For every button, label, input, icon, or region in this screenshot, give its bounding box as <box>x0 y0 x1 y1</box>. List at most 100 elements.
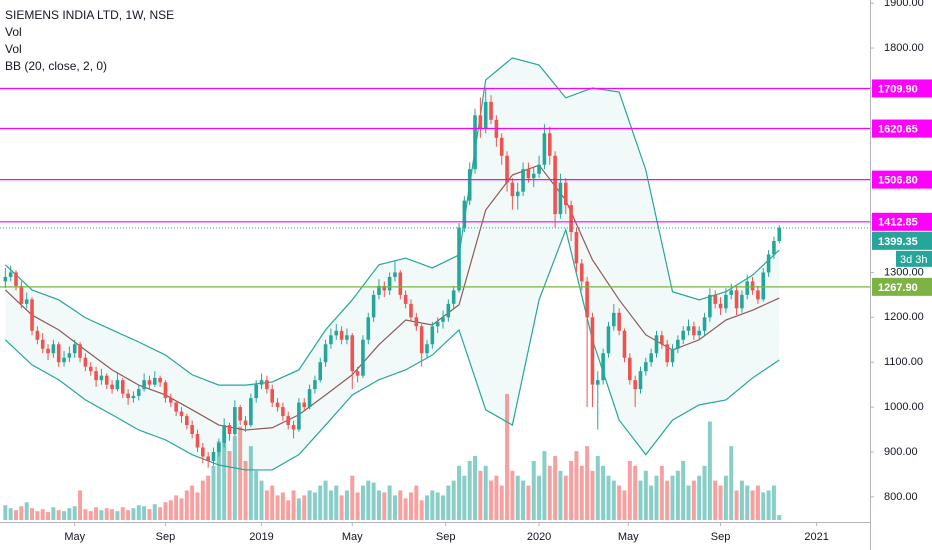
candle-body <box>152 377 157 385</box>
volume-bar <box>206 475 211 520</box>
volume-bar <box>72 506 77 520</box>
candle-body <box>291 425 296 430</box>
level-label: 1412.85 <box>878 217 918 229</box>
candle-body <box>382 285 387 291</box>
candle-body <box>590 317 595 385</box>
volume-bar <box>366 480 371 520</box>
volume-bar <box>398 490 403 520</box>
band-lower <box>4 227 780 471</box>
volume-bar <box>771 485 776 520</box>
volume-bar <box>435 492 440 520</box>
volume-bar <box>745 485 750 520</box>
x-tick-label: Sep <box>436 531 456 543</box>
volume-bar <box>280 492 285 520</box>
volume-bar <box>339 495 344 520</box>
candle-body <box>692 326 696 336</box>
volume-bar <box>296 498 301 520</box>
candle-body <box>243 420 248 426</box>
volume-bar <box>734 490 739 520</box>
volume-bar <box>563 475 568 520</box>
candle-body <box>345 335 349 340</box>
volume-bar <box>136 505 141 520</box>
candle-body <box>644 362 648 372</box>
candle-body <box>595 380 600 385</box>
candle-body <box>249 398 253 426</box>
volume-bar <box>617 485 622 520</box>
volume-bar <box>542 451 547 520</box>
volume-bar <box>35 511 40 520</box>
candle-body <box>702 317 707 331</box>
volume-bar <box>227 451 232 520</box>
volume-bar <box>387 485 392 520</box>
volume-bar <box>702 465 707 520</box>
x-tick-label: 2021 <box>804 531 828 543</box>
volume-bar <box>654 475 659 520</box>
level-label-box <box>872 119 932 138</box>
candle-body <box>419 326 424 354</box>
volume-bar <box>110 509 115 520</box>
candle-body <box>676 339 680 349</box>
volume-bar <box>104 508 109 520</box>
candle-body <box>126 393 130 399</box>
candle-body <box>654 335 659 354</box>
volume-bar <box>633 465 638 520</box>
candle-body <box>120 380 125 394</box>
volume-bar <box>142 506 147 520</box>
volume-bar <box>499 485 504 520</box>
volume-bar <box>195 492 200 520</box>
y-tick-label: 1300.00 <box>884 266 924 278</box>
volume-bar <box>275 495 280 520</box>
volume-bar <box>697 475 702 520</box>
candle-body <box>297 402 301 430</box>
volume-bar <box>24 502 29 520</box>
volume-bar <box>473 456 478 520</box>
candle-body <box>601 353 605 381</box>
candle-body <box>195 434 200 448</box>
candle-body <box>457 227 461 291</box>
volume-bar <box>579 465 584 520</box>
volume-bar <box>408 492 413 520</box>
volume-bar <box>152 504 157 520</box>
volume-bar <box>259 480 264 520</box>
volume-bar <box>622 490 627 520</box>
candle-body <box>451 290 456 304</box>
candle-body <box>366 317 371 340</box>
volume-bar <box>30 508 35 520</box>
volume-bar <box>670 475 675 520</box>
volume-bar <box>115 511 120 520</box>
y-tick-label: 1000.00 <box>884 401 924 413</box>
volume-bar <box>14 510 19 520</box>
candle-body <box>633 380 637 390</box>
y-tick-label: 1200.00 <box>884 311 924 323</box>
level-label-box <box>872 170 932 189</box>
candle-body <box>617 312 621 331</box>
volume-bar <box>56 510 61 520</box>
volume-bar <box>537 475 542 520</box>
volume-bar <box>147 509 152 520</box>
volume-bar <box>62 511 67 520</box>
level-label: 1267.90 <box>878 282 918 294</box>
volume-bar <box>505 393 510 520</box>
candle-body <box>478 115 483 129</box>
candle-body <box>681 330 685 340</box>
y-tick-label: 1100.00 <box>884 356 923 368</box>
volume-bar <box>606 475 611 520</box>
candle-body <box>110 384 114 390</box>
candle-body <box>313 380 317 390</box>
candle-body <box>104 375 109 385</box>
volume-bar <box>328 490 333 520</box>
band-upper <box>4 57 780 386</box>
volume-bar <box>318 485 323 520</box>
candle-body <box>713 294 718 304</box>
candle-body <box>553 155 557 215</box>
candle-body <box>131 395 136 399</box>
volume-bar <box>200 480 205 520</box>
candle-body <box>628 357 632 381</box>
volume-bar <box>126 510 131 520</box>
y-tick-label: 900.00 <box>884 446 918 458</box>
volume-bar <box>216 441 221 520</box>
volume-bar <box>355 492 360 520</box>
candle-body <box>136 389 141 396</box>
volume-bar <box>569 460 574 520</box>
volume-bar <box>174 495 179 520</box>
